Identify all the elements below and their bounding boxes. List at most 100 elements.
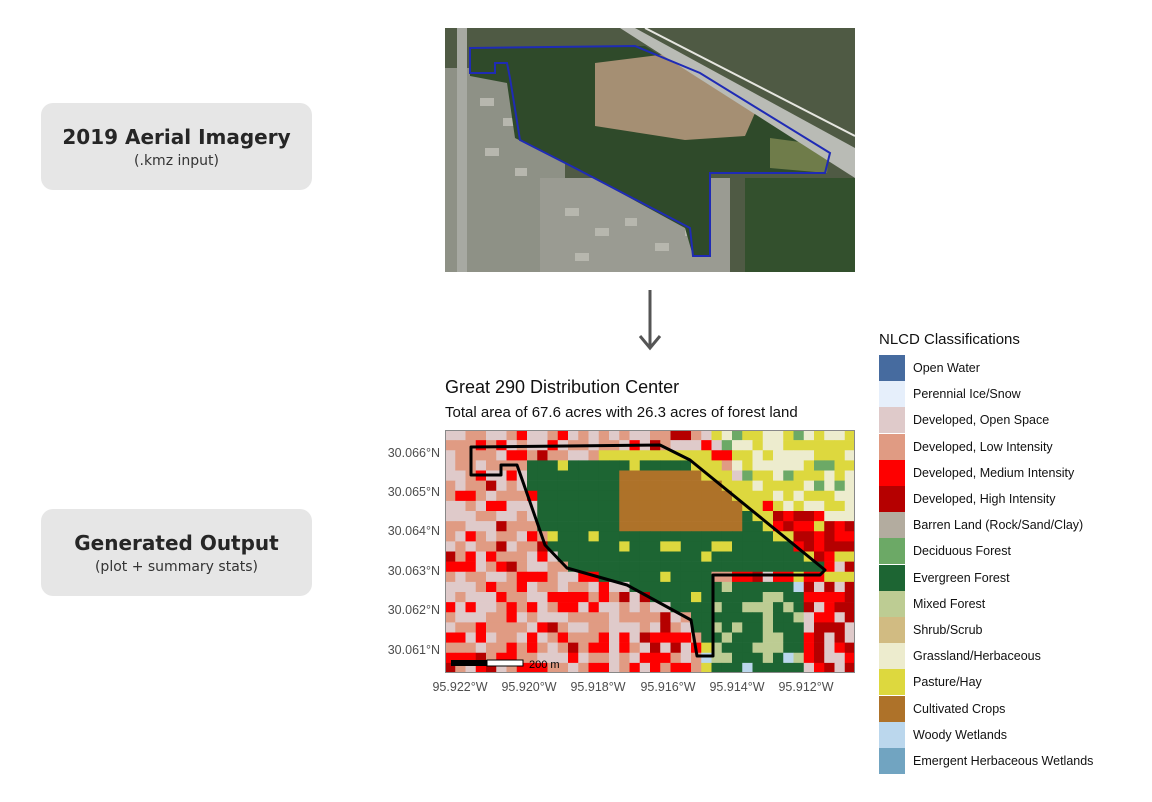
raster-cell xyxy=(732,470,743,481)
raster-cell xyxy=(465,612,477,623)
raster-cell xyxy=(742,652,753,664)
raster-cell xyxy=(506,551,518,562)
raster-cell xyxy=(762,430,774,441)
raster-cell xyxy=(650,541,661,552)
raster-cell xyxy=(588,632,600,643)
raster-cell xyxy=(496,450,507,461)
raster-cell xyxy=(783,531,794,542)
raster-cell xyxy=(701,430,712,441)
raster-cell xyxy=(721,561,733,573)
raster-cell xyxy=(568,622,579,633)
raster-cell xyxy=(547,450,559,461)
raster-cell xyxy=(711,551,723,562)
raster-cell xyxy=(701,642,712,654)
raster-cell xyxy=(844,511,855,522)
raster-cell xyxy=(537,521,548,532)
raster-cell xyxy=(588,460,600,471)
raster-cell xyxy=(578,500,589,512)
raster-cell xyxy=(762,571,774,583)
raster-cell xyxy=(465,430,477,441)
raster-cell xyxy=(680,470,692,481)
raster-cell xyxy=(598,592,610,603)
raster-cell xyxy=(650,612,661,623)
raster-cell xyxy=(680,500,692,512)
raster-cell xyxy=(844,571,855,583)
raster-cell xyxy=(762,561,774,573)
raster-cell xyxy=(619,500,630,512)
raster-cell xyxy=(557,602,569,613)
raster-cell xyxy=(578,511,589,522)
raster-cell xyxy=(752,602,764,613)
raster-cell xyxy=(711,642,723,654)
raster-cell xyxy=(588,561,600,573)
raster-cell xyxy=(793,551,805,562)
raster-cell xyxy=(588,500,600,512)
raster-cell xyxy=(537,602,548,613)
raster-cell xyxy=(527,652,538,664)
raster-cell xyxy=(650,662,661,673)
raster-cell xyxy=(588,430,600,441)
raster-cell xyxy=(455,460,466,471)
raster-cell xyxy=(660,480,671,492)
raster-cell xyxy=(834,521,846,532)
step-box-aerial-imagery: 2019 Aerial Imagery (.kmz input) xyxy=(41,103,312,190)
raster-cell xyxy=(598,602,610,613)
raster-cell xyxy=(670,592,682,603)
raster-cell xyxy=(639,531,651,542)
raster-cell xyxy=(814,662,825,673)
raster-cell xyxy=(834,460,846,471)
raster-cell xyxy=(537,662,548,673)
raster-cell xyxy=(619,602,630,613)
raster-cell xyxy=(506,511,518,522)
raster-cell xyxy=(598,511,610,522)
raster-cell xyxy=(773,531,784,542)
raster-cell xyxy=(537,612,548,623)
raster-cell xyxy=(752,632,764,643)
raster-cell xyxy=(762,602,774,613)
raster-cell xyxy=(793,500,805,512)
raster-cell xyxy=(619,470,630,481)
raster-cell xyxy=(629,612,641,623)
raster-cell xyxy=(568,632,579,643)
raster-cell xyxy=(537,571,548,583)
raster-cell xyxy=(537,470,548,481)
raster-cell xyxy=(650,511,661,522)
legend-swatch xyxy=(879,564,905,591)
raster-cell xyxy=(629,551,641,562)
legend-label: Cultivated Crops xyxy=(913,701,1006,716)
raster-cell xyxy=(588,480,600,492)
raster-cell xyxy=(783,561,794,573)
raster-cell xyxy=(803,470,815,481)
raster-cell xyxy=(721,602,733,613)
raster-cell xyxy=(527,551,538,562)
raster-cell xyxy=(711,490,723,502)
raster-cell xyxy=(445,652,456,664)
raster-cell xyxy=(445,602,456,613)
raster-cell xyxy=(783,551,794,562)
raster-cell xyxy=(660,450,671,461)
raster-cell xyxy=(660,511,671,522)
raster-cell xyxy=(691,430,702,441)
raster-cell xyxy=(834,622,846,633)
raster-cell xyxy=(670,561,682,573)
raster-cell xyxy=(844,561,855,573)
raster-cell xyxy=(711,592,723,603)
raster-cell xyxy=(598,652,610,664)
raster-cell xyxy=(721,460,733,471)
raster-cell xyxy=(527,571,538,583)
raster-cell xyxy=(803,632,815,643)
legend-label: Grassland/Herbaceous xyxy=(913,649,1041,664)
raster-cell xyxy=(701,581,712,593)
raster-cell xyxy=(680,521,692,532)
raster-cell xyxy=(465,500,477,512)
raster-cell xyxy=(742,490,753,502)
raster-cell xyxy=(650,571,661,583)
raster-cell xyxy=(516,531,528,542)
raster-cell xyxy=(701,561,712,573)
raster-cell xyxy=(670,440,682,451)
raster-cell xyxy=(588,470,600,481)
raster-cell xyxy=(496,622,507,633)
raster-cell xyxy=(691,480,702,492)
raster-cell xyxy=(803,511,815,522)
raster-cell xyxy=(506,612,518,623)
